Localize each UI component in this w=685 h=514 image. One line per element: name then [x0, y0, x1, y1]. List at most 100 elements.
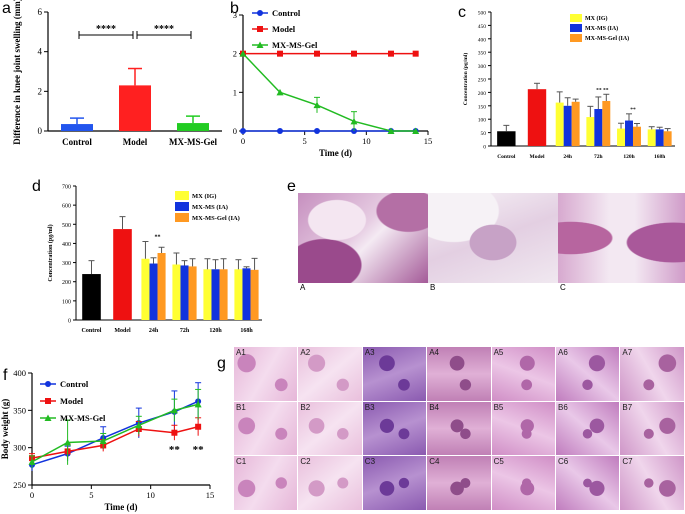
bar — [157, 253, 166, 320]
panel-letter-f: f — [3, 367, 8, 384]
bar — [203, 269, 212, 320]
category-label: MX-MS-Gel — [169, 137, 217, 147]
tissue-tile: B1 — [234, 401, 298, 456]
bar — [113, 229, 132, 320]
legend-label: MX-MS-Gel — [272, 40, 318, 50]
legend-swatch — [175, 213, 189, 222]
y-tick-label: 700 — [62, 185, 71, 191]
y-axis-label: Concentration (pg/ml) — [462, 53, 469, 106]
y-tick-label: 0 — [38, 126, 43, 136]
bar — [602, 100, 611, 146]
x-tick-label: 10 — [146, 490, 155, 500]
category-label: 24h — [149, 328, 159, 334]
significance-label: ** ** — [596, 87, 609, 93]
tissue-tile: A2 — [298, 347, 362, 401]
bar — [177, 123, 209, 131]
data-point — [350, 117, 358, 125]
bar — [555, 102, 564, 146]
data-point — [412, 50, 419, 57]
tissue-tile-label: B4 — [429, 402, 439, 412]
tissue-tile: A5 — [491, 347, 555, 401]
bar — [617, 128, 626, 146]
histology-image-c — [558, 193, 685, 283]
bar — [527, 89, 547, 146]
panel-letter-g: g — [217, 355, 226, 372]
legend-label: MX-MS-Gel (IA) — [585, 35, 629, 42]
significance-label: ** — [193, 444, 205, 456]
data-point — [64, 438, 72, 446]
y-tick-label: 350 — [478, 51, 487, 57]
bar — [180, 265, 189, 320]
tissue-tile-label: A7 — [622, 348, 633, 357]
tissue-tile: B6 — [556, 401, 620, 456]
tissue-tile-label: C1 — [236, 457, 247, 467]
data-point — [313, 101, 321, 109]
x-axis-label: Time (d) — [104, 502, 137, 512]
y-tick-label: 400 — [13, 368, 26, 378]
y-tick-label: 100 — [478, 118, 487, 124]
tissue-tile-label: B6 — [558, 402, 568, 412]
data-point — [170, 406, 178, 414]
legend-label: MX-MS (IA) — [192, 204, 228, 211]
y-tick-label: 0 — [68, 319, 71, 325]
legend-marker — [45, 398, 51, 404]
y-tick-label: 200 — [62, 280, 71, 286]
data-point — [412, 127, 420, 134]
bar — [119, 85, 151, 131]
significance-label: **** — [96, 24, 116, 35]
tissue-tile-label: C4 — [429, 457, 440, 467]
legend-label: MX-MS (IA) — [585, 25, 618, 32]
y-tick-label: 300 — [478, 64, 487, 70]
data-point — [99, 437, 107, 444]
histology-label-b: B — [430, 283, 436, 292]
legend-label: MX (IG) — [585, 15, 608, 22]
bar — [242, 268, 251, 320]
series-line — [31, 403, 199, 463]
data-point — [195, 423, 202, 430]
bar — [594, 109, 603, 146]
category-label: 24h — [563, 154, 572, 160]
panel-letter-d: d — [32, 178, 41, 195]
y-tick-label: 2 — [233, 49, 237, 59]
category-label: Model — [530, 154, 545, 160]
bar — [172, 264, 181, 320]
bar — [219, 269, 228, 320]
data-point — [194, 400, 202, 408]
tissue-tile: A6 — [556, 347, 620, 401]
significance-label: **** — [154, 24, 174, 35]
y-tick-label: 150 — [478, 104, 487, 110]
panel-letter-b: b — [230, 0, 239, 17]
tissue-tile-label: C5 — [493, 457, 504, 467]
significance-label: ** — [155, 235, 161, 241]
x-tick-label: 15 — [424, 136, 433, 146]
bar — [586, 117, 595, 146]
legend-label: MX-MS-Gel (IA) — [192, 215, 240, 222]
panel-letter-a: a — [2, 0, 11, 17]
y-axis-label: Body weight (g) — [0, 399, 10, 460]
legend-marker — [257, 26, 263, 32]
tissue-tile-label: A6 — [558, 348, 568, 357]
legend-marker — [256, 41, 264, 48]
tissue-tile-label: B5 — [493, 402, 504, 412]
tissue-tile-label: B3 — [364, 402, 375, 412]
category-label: Control — [82, 328, 102, 334]
bar — [82, 274, 101, 320]
tissue-tile-label: C2 — [300, 457, 311, 467]
data-point — [351, 50, 357, 57]
tissue-tile: B5 — [491, 401, 555, 456]
chart-d-concentration: 0 100 200 300 400 500 600 700 Concentration (pg/… — [47, 185, 262, 334]
y-tick-label: 100 — [62, 299, 71, 305]
x-tick-label: 0 — [30, 490, 34, 500]
tissue-tile-label: A3 — [364, 348, 375, 357]
y-tick-label: 200 — [478, 91, 487, 97]
tissue-tile: C2 — [298, 456, 362, 510]
panel-letter-e: e — [287, 178, 296, 195]
category-label: Model — [123, 137, 148, 147]
tissue-tile: A7 — [620, 347, 684, 401]
tissue-tile-label: B1 — [236, 402, 246, 412]
chart-f-body-weight: 250 300 350 400 0 5 10 15 Time (d) Body weight (g… — [0, 368, 214, 512]
data-point — [314, 128, 320, 134]
y-tick-label: 3 — [233, 10, 237, 20]
bar — [234, 269, 243, 320]
category-label: 72h — [594, 154, 603, 160]
